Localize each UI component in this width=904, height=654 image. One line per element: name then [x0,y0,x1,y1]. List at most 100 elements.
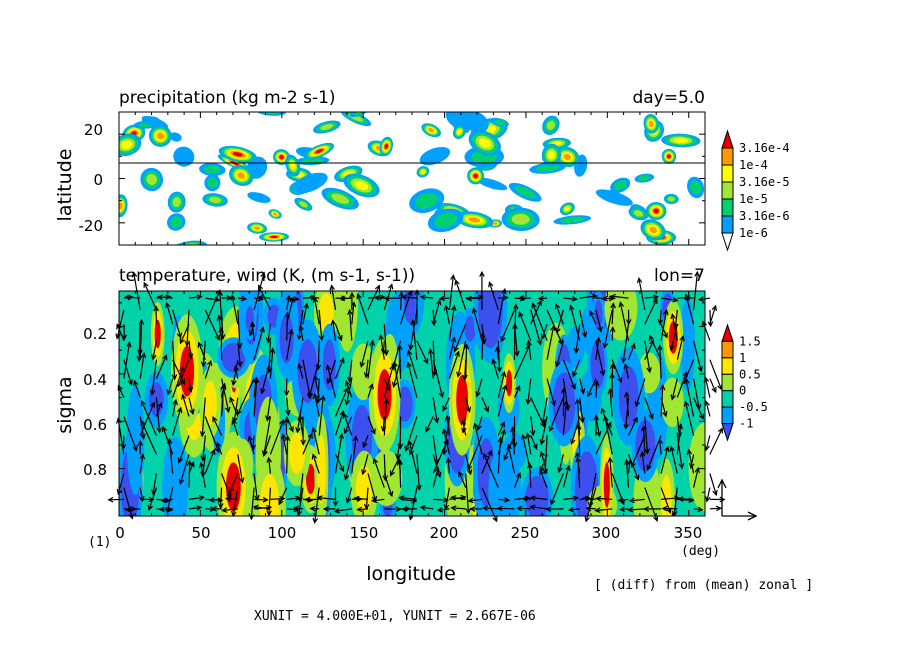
wind-vector-head [329,284,335,291]
wind-vector-field [107,270,726,524]
wind-vector [286,495,302,502]
wind-vector-head [278,499,284,506]
wind-vector-head [657,344,663,351]
wind-vector-shaft [670,446,678,474]
wind-vector [498,497,511,503]
colorbar-segment [721,232,734,252]
wind-vector [539,469,548,488]
wind-vector-head [372,457,379,464]
wind-vector-head [147,504,153,512]
wind-vector [548,397,564,433]
wind-vector-shaft [467,435,483,470]
wind-vector-head [595,336,602,343]
wind-vector-head [469,506,476,512]
wind-vector [389,454,402,477]
wind-vector-head [206,359,213,367]
wind-vector [262,435,271,457]
wind-vector [334,387,349,417]
wind-vector-shaft [458,471,467,488]
wind-vector [237,340,243,368]
wind-vector [670,313,678,341]
wind-vector [139,352,147,379]
wind-vector-head [200,361,207,368]
wind-vector-shaft [229,397,239,417]
wind-vector [436,507,450,513]
wind-vector [139,416,146,440]
wind-vector [676,435,685,470]
wind-vector [432,397,440,424]
wind-vector-head [116,488,123,496]
wind-vector-shaft [155,403,162,417]
wind-vector-shaft [204,309,220,340]
wind-vector [628,497,645,504]
wind-vector-shaft [267,324,271,343]
wind-vector-shaft [496,347,499,360]
wind-vector-head [318,335,325,342]
wind-vector [540,397,548,425]
wind-vector-head [628,497,635,504]
wind-vector [265,324,272,344]
wind-vector-shaft [530,435,538,450]
wind-vector-shaft [318,309,323,340]
wind-vector [669,445,678,474]
wind-vector-head [623,423,629,430]
wind-vector [298,324,304,341]
wind-vector [326,359,337,385]
precipitation-cell [546,120,556,130]
wind-vector [260,359,271,395]
wind-vector-head [297,414,304,421]
wind-vector-shaft [253,378,258,417]
wind-vector-head [574,451,581,458]
wind-vector-head [617,377,623,384]
wind-vector-head [488,281,494,288]
wind-vector-head [149,401,155,408]
wind-vector [123,416,138,452]
wind-vector-head [216,314,223,321]
wind-vector-head [269,347,276,354]
wind-vector-shaft [670,324,678,351]
wind-vector-shaft [139,402,155,436]
wind-vector-shaft [212,416,223,436]
bottom-ylabel: sigma [54,376,76,433]
wind-vector-shaft [705,435,711,451]
wind-vector-shaft [706,487,711,502]
wind-vector-shaft [609,457,613,488]
wind-vector [496,340,503,373]
wind-vector-shaft [367,340,374,379]
wind-vector-shaft [522,497,531,500]
wind-vector-shaft [576,452,581,488]
colorbar-label: 0 [739,384,746,398]
wind-vector [231,418,239,436]
wind-vector-shaft [409,487,418,520]
wind-vector-head [648,413,654,420]
wind-vector [525,432,532,455]
precipitation-cell [667,196,675,202]
colorbar-segment [721,164,734,183]
wind-vector-head [262,496,269,503]
wind-vector [398,495,417,501]
wind-vector-shaft [609,389,613,417]
wind-vector [338,295,352,302]
wind-vector [467,497,483,504]
wind-vector [296,309,304,341]
wind-vector-shaft [231,295,239,325]
temperature-cell [506,369,513,397]
wind-vector-shaft [202,340,206,367]
wind-vector [644,340,652,374]
temperature-cell [162,436,189,516]
wind-vector-head [179,365,185,373]
wind-vector-shaft [673,487,678,516]
wind-vector [705,487,711,503]
wind-vector [406,361,418,398]
wind-vector-head [502,294,509,301]
wind-vector-shaft [595,422,612,455]
wind-vector-shaft [432,300,441,325]
temperature-cell [660,377,684,428]
temperature-cell [594,300,603,330]
wind-vector-shaft [476,378,483,397]
wind-vector-shaft [298,309,304,339]
wind-vector [198,461,206,488]
bottom-ytick-label: 0.2 [83,325,107,343]
wind-vector-shaft [357,508,369,511]
wind-vector-shaft [365,359,369,378]
